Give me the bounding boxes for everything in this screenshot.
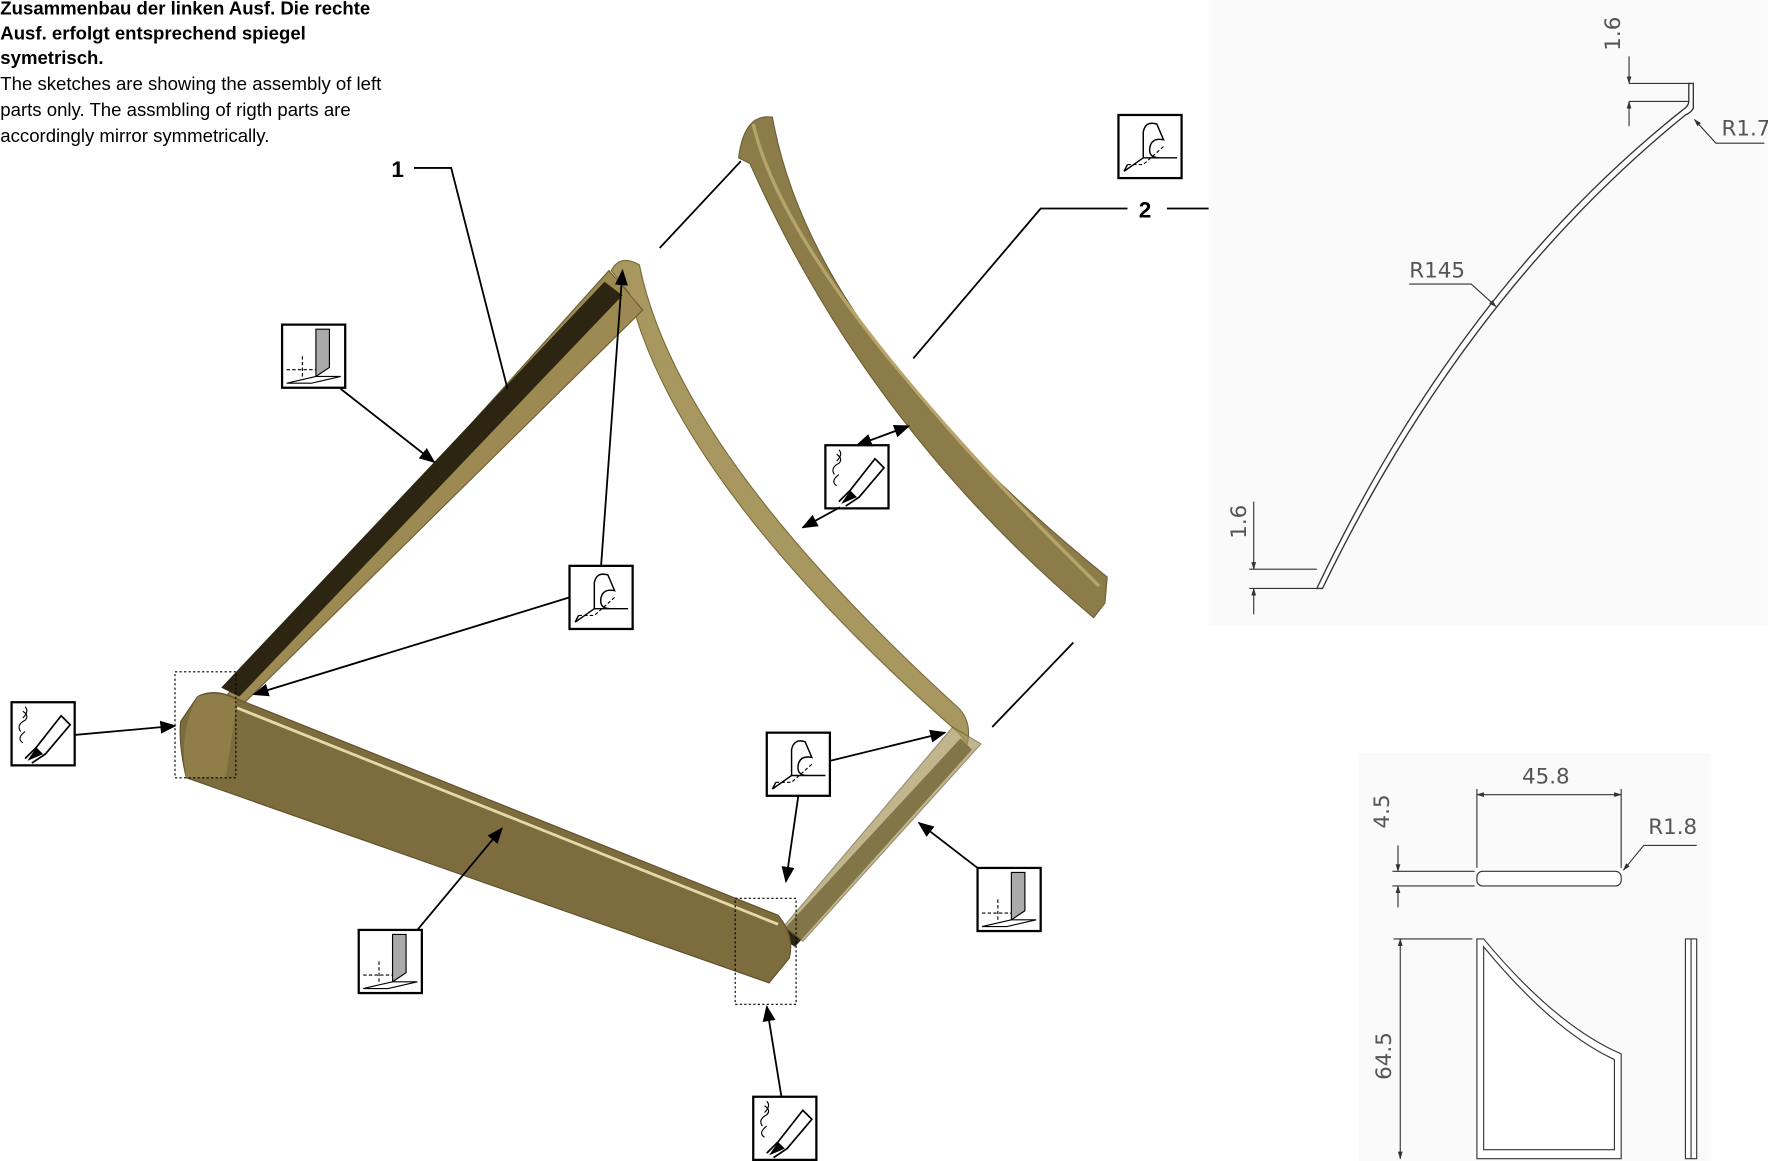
dimension: R1.8 xyxy=(1648,815,1697,840)
leader xyxy=(414,168,508,389)
note-line: parts only. The assmbling of rigth parts… xyxy=(0,99,350,120)
dimension: 1.6 xyxy=(1227,505,1252,539)
assembly xyxy=(180,117,1107,983)
guide-line xyxy=(992,642,1073,727)
note-line: Zusammenbau der linken Ausf. Die rechte xyxy=(0,0,370,19)
bracket-view: 45.8 R1.8 4.5 64.5 xyxy=(1359,753,1712,1161)
dimension: 1.6 xyxy=(1601,17,1626,51)
callout: 2 xyxy=(1139,198,1152,223)
dimension: 4.5 xyxy=(1370,794,1395,828)
drawing: Zusammenbau der linken Ausf. Die rechte … xyxy=(0,0,1768,1161)
weld-symbols xyxy=(12,115,1182,1160)
callout: 1 xyxy=(391,157,404,182)
dimension: R145 xyxy=(1409,258,1465,283)
note-line: Ausf. erfolgt entsprechend spiegel xyxy=(0,22,306,43)
note-line: The sketches are showing the assembly of… xyxy=(0,73,382,94)
profile-view: 1.6 R1.7 R145 1.6 xyxy=(1209,0,1768,626)
dimension: 45.8 xyxy=(1522,764,1570,789)
dimension: 64.5 xyxy=(1372,1032,1397,1080)
leader xyxy=(913,209,1127,359)
dimension: R1.7 xyxy=(1721,116,1768,141)
guide-line xyxy=(660,161,741,248)
note-line: accordingly mirror symmetrically. xyxy=(0,125,269,146)
note-line: symetrisch. xyxy=(0,47,103,68)
